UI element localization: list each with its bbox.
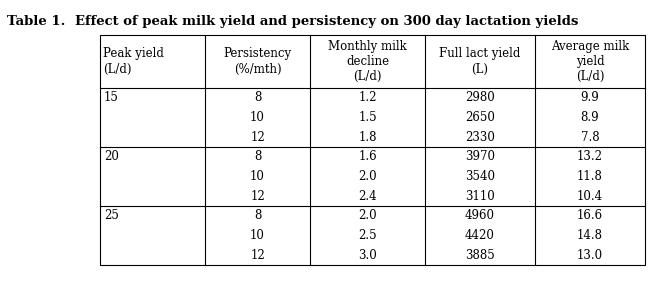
Text: 3970: 3970 <box>465 150 495 163</box>
Text: Monthly milk
decline
(L/d): Monthly milk decline (L/d) <box>328 40 407 83</box>
Text: 11.8: 11.8 <box>577 170 603 183</box>
Text: Effect of peak milk yield and persistency on 300 day lactation yields: Effect of peak milk yield and persistenc… <box>75 15 579 28</box>
Text: 8.9: 8.9 <box>581 111 600 124</box>
Text: 1.5: 1.5 <box>358 111 377 124</box>
Text: 10: 10 <box>250 229 265 242</box>
Text: 14.8: 14.8 <box>577 229 603 242</box>
Text: 13.0: 13.0 <box>577 249 603 262</box>
Text: 2.0: 2.0 <box>358 209 377 222</box>
Text: 12: 12 <box>250 190 265 203</box>
Text: Peak yield
(L/d): Peak yield (L/d) <box>103 48 164 76</box>
Text: 7.8: 7.8 <box>581 131 600 144</box>
Bar <box>100 35 645 265</box>
Text: 3110: 3110 <box>465 190 495 203</box>
Text: 12: 12 <box>250 131 265 144</box>
Text: 3885: 3885 <box>465 249 495 262</box>
Text: 10: 10 <box>250 170 265 183</box>
Text: 1.8: 1.8 <box>358 131 377 144</box>
Text: 10: 10 <box>250 111 265 124</box>
Text: 16.6: 16.6 <box>577 209 603 222</box>
Text: 1.6: 1.6 <box>358 150 377 163</box>
Text: Full lact yield
(L): Full lact yield (L) <box>440 48 521 76</box>
Text: 12: 12 <box>250 249 265 262</box>
Text: Average milk
yield
(L/d): Average milk yield (L/d) <box>551 40 629 83</box>
Text: 4420: 4420 <box>465 229 495 242</box>
Text: 13.2: 13.2 <box>577 150 603 163</box>
Text: Table 1.: Table 1. <box>7 15 65 28</box>
Text: 2.0: 2.0 <box>358 170 377 183</box>
Text: 10.4: 10.4 <box>577 190 603 203</box>
Text: 4960: 4960 <box>465 209 495 222</box>
Text: 2980: 2980 <box>465 91 495 104</box>
Text: 15: 15 <box>104 91 119 104</box>
Text: 8: 8 <box>254 150 261 163</box>
Text: 20: 20 <box>104 150 119 163</box>
Text: 9.9: 9.9 <box>581 91 600 104</box>
Text: Persistency
(%/mth): Persistency (%/mth) <box>224 48 291 76</box>
Text: 3.0: 3.0 <box>358 249 377 262</box>
Text: 2.5: 2.5 <box>358 229 377 242</box>
Text: 2.4: 2.4 <box>358 190 377 203</box>
Text: 8: 8 <box>254 209 261 222</box>
Text: 25: 25 <box>104 209 119 222</box>
Text: 2330: 2330 <box>465 131 495 144</box>
Text: 1.2: 1.2 <box>358 91 377 104</box>
Text: 3540: 3540 <box>465 170 495 183</box>
Text: 2650: 2650 <box>465 111 495 124</box>
Text: 8: 8 <box>254 91 261 104</box>
